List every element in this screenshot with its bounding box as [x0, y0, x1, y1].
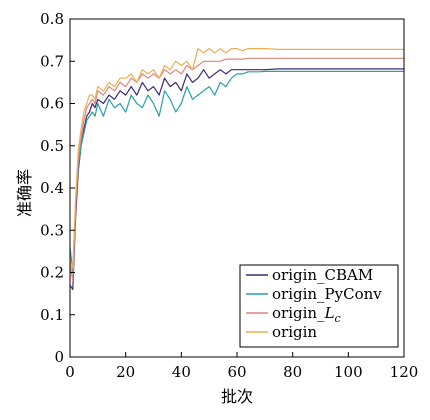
x-tick-label: 100: [334, 363, 363, 381]
series-line-origin: [69, 47, 404, 269]
legend-label-origin_Lc: origin_Lc: [272, 304, 341, 325]
x-tick-label: 60: [227, 363, 246, 381]
series-line-origin_CBAM: [69, 68, 404, 290]
legend-label-origin: origin: [272, 323, 317, 341]
x-tick-label: 0: [65, 363, 75, 381]
y-tick-label: 0.4: [40, 179, 64, 197]
y-axis-ticks: 0 0.1 0.2 0.3 0.4 0.5 0.6 0.7 0.8: [40, 10, 75, 366]
y-axis-title: 准确率: [15, 169, 34, 217]
y-tick-label: 0.5: [40, 137, 64, 155]
y-tick-label: 0.1: [40, 306, 64, 324]
x-tick-label: 80: [283, 363, 302, 381]
x-tick-label: 120: [390, 363, 419, 381]
series-line-origin_Lc: [69, 57, 404, 282]
y-tick-label: 0.7: [40, 52, 64, 70]
y-tick-label: 0.2: [40, 264, 64, 282]
y-tick-label: 0: [54, 348, 64, 366]
y-tick-label: 0.3: [40, 221, 64, 239]
x-tick-label: 40: [172, 363, 191, 381]
plot-lines: [69, 47, 404, 290]
legend-box: [239, 264, 399, 348]
x-tick-label: 20: [116, 363, 135, 381]
legend-label-origin_PyConv: origin_PyConv: [272, 285, 382, 303]
x-axis-title: 批次: [221, 387, 253, 406]
legend-label-origin_CBAM: origin_CBAM: [272, 266, 373, 284]
x-axis-ticks: 0 20 40 60 80 100 120: [65, 352, 418, 381]
series-line-origin_PyConv: [69, 70, 404, 274]
y-tick-label: 0.6: [40, 95, 64, 113]
y-tick-label: 0.8: [40, 10, 64, 28]
